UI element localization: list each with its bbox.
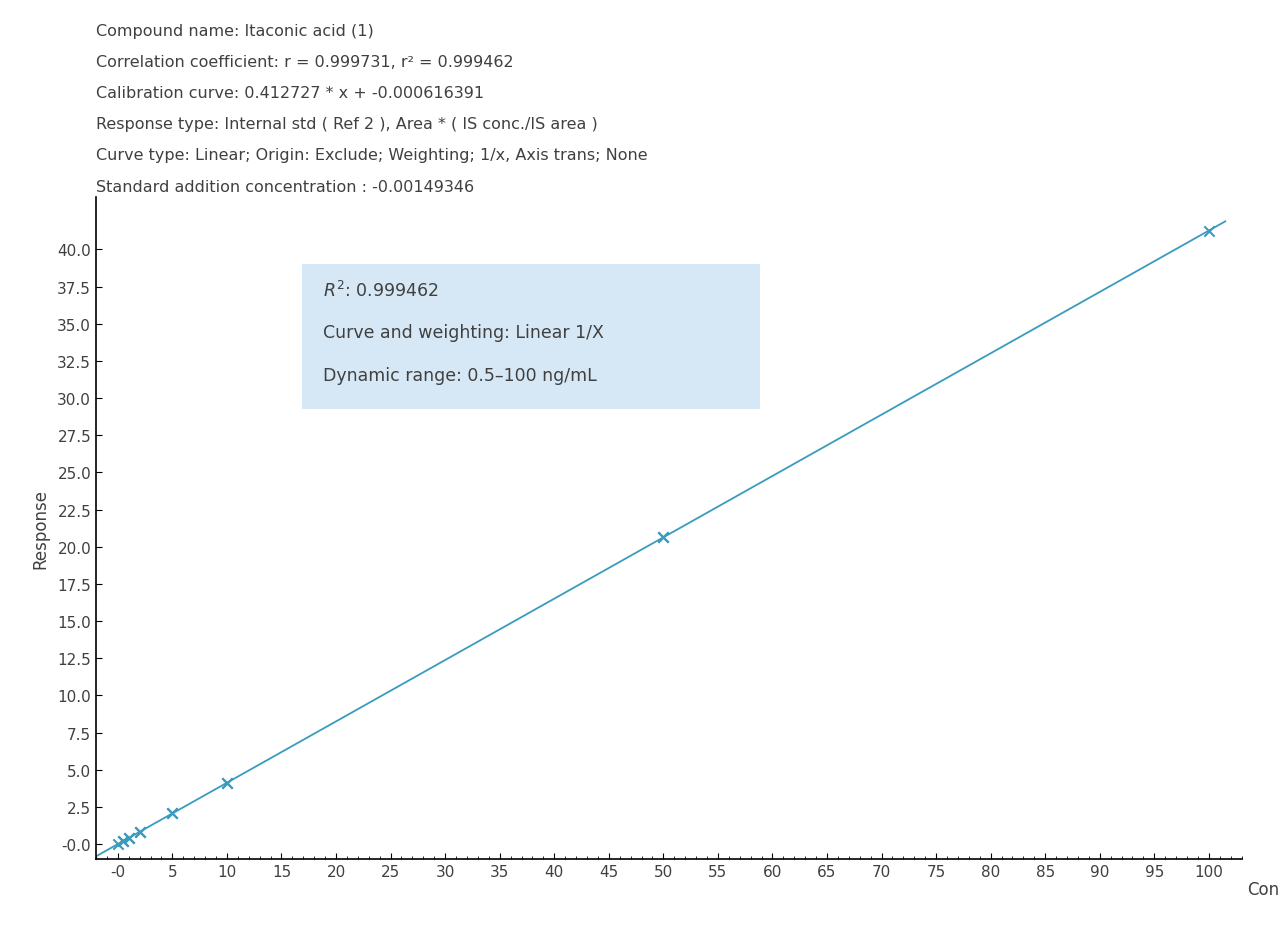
- Point: [119, 831, 140, 846]
- Point: [653, 531, 673, 546]
- Point: [129, 824, 150, 839]
- Point: [113, 834, 133, 849]
- Point: [119, 831, 140, 846]
- Text: Conc: Conc: [1247, 880, 1280, 898]
- FancyBboxPatch shape: [302, 264, 760, 410]
- Text: Compound name: Itaconic acid (1): Compound name: Itaconic acid (1): [96, 24, 374, 39]
- Text: Correlation coefficient: r = 0.999731, r² = 0.999462: Correlation coefficient: r = 0.999731, r…: [96, 55, 513, 70]
- Text: Calibration curve: 0.412727 * x + -0.000616391: Calibration curve: 0.412727 * x + -0.000…: [96, 86, 484, 101]
- Point: [163, 806, 183, 821]
- Point: [163, 806, 183, 821]
- Y-axis label: Response: Response: [31, 489, 49, 568]
- Text: Standard addition concentration : -0.00149346: Standard addition concentration : -0.001…: [96, 179, 474, 194]
- Point: [1198, 224, 1219, 239]
- Point: [216, 775, 237, 790]
- Text: Dynamic range: 0.5–100 ng/mL: Dynamic range: 0.5–100 ng/mL: [323, 366, 596, 385]
- Point: [113, 834, 133, 849]
- Text: Response type: Internal std ( Ref 2 ), Area * ( IS conc./IS area ): Response type: Internal std ( Ref 2 ), A…: [96, 117, 598, 132]
- Point: [216, 775, 237, 790]
- Text: Curve type: Linear; Origin: Exclude; Weighting; 1/x, Axis trans; None: Curve type: Linear; Origin: Exclude; Wei…: [96, 148, 648, 163]
- Text: $R^2$: 0.999462: $R^2$: 0.999462: [323, 281, 439, 301]
- Text: Curve and weighting: Linear 1/X: Curve and weighting: Linear 1/X: [323, 324, 604, 342]
- Point: [653, 531, 673, 546]
- Point: [108, 836, 128, 851]
- Point: [129, 824, 150, 839]
